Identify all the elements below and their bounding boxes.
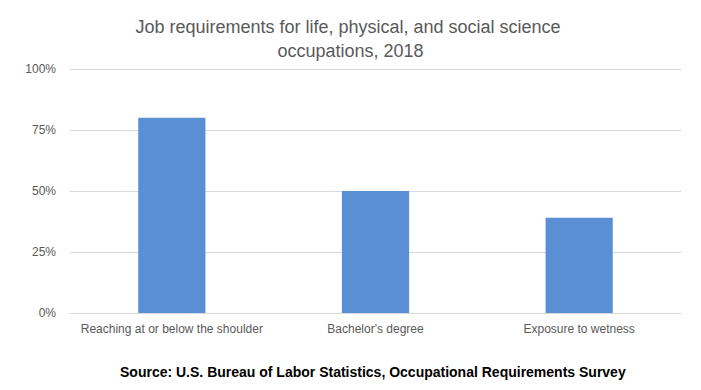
svg-text:occupations, 2018: occupations, 2018 bbox=[277, 41, 423, 61]
svg-text:Source: U.S. Bureau of Labor S: Source: U.S. Bureau of Labor Statistics,… bbox=[120, 364, 626, 380]
svg-text:50%: 50% bbox=[32, 184, 56, 198]
svg-text:0%: 0% bbox=[39, 306, 57, 320]
svg-text:Job requirements for life, phy: Job requirements for life, physical, and… bbox=[135, 17, 565, 37]
svg-text:100%: 100% bbox=[25, 62, 56, 76]
svg-text:75%: 75% bbox=[32, 123, 56, 137]
svg-text:Exposure to wetness: Exposure to wetness bbox=[523, 322, 634, 336]
svg-text:25%: 25% bbox=[32, 245, 56, 259]
svg-text:Reaching at or below the shoul: Reaching at or below the shoulder bbox=[81, 322, 263, 336]
svg-text:Bachelor's degree: Bachelor's degree bbox=[327, 322, 424, 336]
